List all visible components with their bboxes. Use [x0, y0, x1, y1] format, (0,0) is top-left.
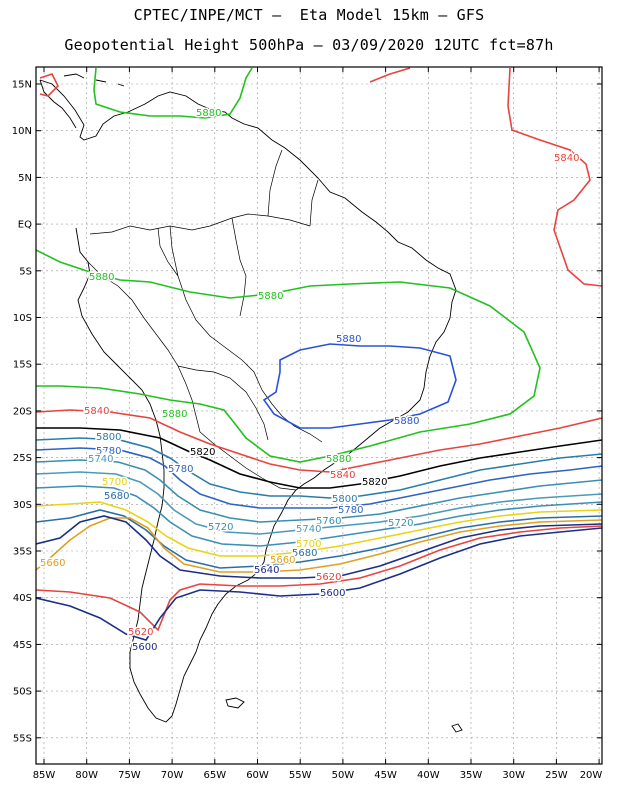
lat-label: 15N: [12, 80, 32, 91]
longitude-labels: 85W 80W 75W 70W 65W 60W 55W 50W 45W 40W 35W 30W 25W 2…: [33, 770, 603, 781]
contour-label: 5880: [162, 409, 187, 420]
lon-label: 65W: [203, 770, 226, 781]
contour-5800: [36, 437, 602, 499]
contour-label: 5720: [388, 518, 413, 529]
lat-label: 20S: [13, 406, 32, 417]
contour-label: 5880: [326, 454, 351, 465]
lon-label: 60W: [246, 770, 269, 781]
contour-5720: [36, 485, 602, 547]
lat-label: 50S: [13, 687, 32, 698]
lat-label: 30S: [13, 500, 32, 511]
contour-5760: [36, 459, 602, 523]
contour-label: 5760: [88, 454, 113, 465]
contour-5840-northeast: [369, 67, 602, 287]
contour-5620: [36, 525, 602, 632]
contour-label: 5840: [554, 153, 579, 164]
lon-label: 80W: [75, 770, 98, 781]
latitude-labels: 15N 10N 5N EQ 5S 10S 15S 20S 25S 30S 35S 40S 45S 50S 5…: [12, 80, 32, 745]
contour-5840: [36, 409, 602, 473]
lat-label: 10N: [12, 126, 32, 137]
contour-5820: [36, 427, 602, 489]
contour-label: 5640: [254, 565, 279, 576]
contour-labels: 5880 5840 5880 5880 5880 5880 5880 5880 …: [39, 107, 581, 655]
axis-ticks: [36, 67, 602, 764]
contour-label: 5680: [104, 491, 129, 502]
lon-label: 70W: [161, 770, 184, 781]
contour-5740: [36, 471, 602, 535]
falklands: [225, 697, 245, 709]
contour-label: 5660: [270, 555, 295, 566]
contour-label: 5600: [132, 642, 157, 653]
contour-label: 5600: [320, 588, 345, 599]
contour-5600: [36, 527, 602, 641]
lon-label: 45W: [374, 770, 397, 781]
contour-label: 5740: [296, 524, 321, 535]
caribbean-islands: [63, 73, 125, 87]
lon-label: 50W: [332, 770, 355, 781]
central-america-coast: [39, 79, 77, 129]
lat-label: 5N: [18, 173, 32, 184]
contour-label: 5840: [84, 406, 109, 417]
lat-label: 40S: [13, 593, 32, 604]
contour-label: 5720: [208, 522, 233, 533]
contour-5780: [36, 447, 602, 509]
contour-label: 5660: [40, 558, 65, 569]
title-line-2: Geopotential Height 500hPa – 03/09/2020 …: [64, 36, 554, 54]
lon-label: 25W: [545, 770, 568, 781]
lat-label: 25S: [13, 453, 32, 464]
lon-label: 35W: [460, 770, 483, 781]
lat-label: 15S: [13, 360, 32, 371]
contour-5700: [36, 501, 602, 557]
lat-label: 55S: [13, 733, 32, 744]
contour-label: 5780: [168, 464, 193, 475]
south-america-coastline: [39, 79, 457, 723]
contour-label: 5700: [296, 539, 321, 550]
contour-label: 5820: [362, 477, 387, 488]
contour-5680: [36, 509, 602, 569]
lon-label: 40W: [417, 770, 440, 781]
contour-label: 5780: [96, 446, 121, 457]
country-borders: [87, 149, 323, 491]
plot-frame: [35, 66, 603, 765]
lon-label: 55W: [289, 770, 312, 781]
title-line-1: CPTEC/INPE/MCT – Eta Model 15km – GFS: [133, 6, 485, 24]
contour-5880-blue: [262, 343, 457, 429]
lat-label: 10S: [13, 313, 32, 324]
contour-label: 5820: [190, 447, 215, 458]
lon-label: 75W: [118, 770, 141, 781]
lon-label: 30W: [502, 770, 525, 781]
small-island: [451, 723, 463, 733]
contour-label: 5780: [338, 505, 363, 516]
lat-label: 35S: [13, 547, 32, 558]
contour-5660: [36, 517, 602, 573]
contour-label: 5680: [292, 548, 317, 559]
contour-label: 5880: [196, 108, 221, 119]
lat-label: 45S: [13, 640, 32, 651]
coastlines: [39, 73, 463, 733]
contour-label: 5620: [128, 627, 153, 638]
contour-label: 5880: [258, 291, 283, 302]
contour-label: 5740: [88, 454, 113, 465]
lat-label: 5S: [19, 266, 32, 277]
contours: [36, 67, 602, 641]
lat-lon-grid: [36, 67, 602, 764]
contour-label: 5880: [394, 416, 419, 427]
contour-label: 5700: [102, 477, 127, 488]
lon-label: 85W: [33, 770, 56, 781]
lon-label: 20W: [580, 770, 603, 781]
lat-label: EQ: [18, 220, 32, 231]
contour-label: 5840: [330, 470, 355, 481]
contour-5840-north-caribbean: [39, 73, 59, 97]
contour-5880-main: [36, 249, 541, 463]
contour-label: 5620: [316, 572, 341, 583]
contour-label: 5800: [96, 432, 121, 443]
contour-label: 5880: [336, 334, 361, 345]
contour-label: 5760: [316, 516, 341, 527]
contour-5880-north: [93, 67, 253, 119]
contour-label: 5880: [89, 272, 114, 283]
contour-5640: [36, 515, 602, 579]
contour-label: 5800: [332, 494, 357, 505]
